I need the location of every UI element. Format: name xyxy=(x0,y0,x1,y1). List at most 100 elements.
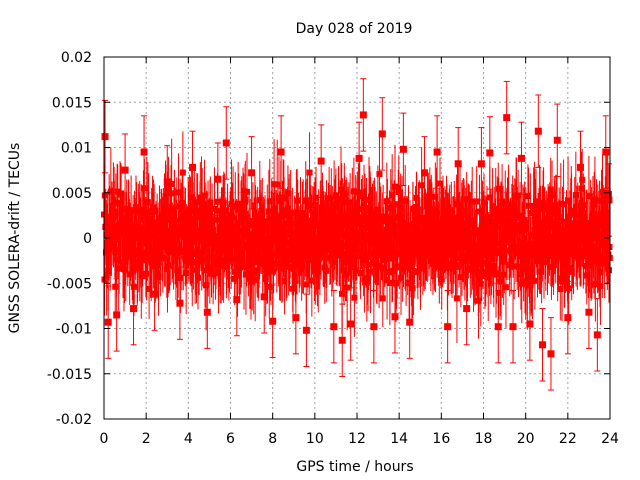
data-point xyxy=(308,247,315,254)
data-point xyxy=(121,166,129,174)
data-point xyxy=(528,266,535,273)
data-point xyxy=(317,157,325,165)
data-point xyxy=(483,259,490,266)
data-point xyxy=(186,229,193,236)
data-point xyxy=(334,252,341,259)
data-point xyxy=(475,297,482,304)
data-point xyxy=(110,197,117,204)
data-point xyxy=(293,256,300,263)
data-point xyxy=(355,189,362,196)
data-point xyxy=(376,171,383,178)
data-point xyxy=(547,186,554,193)
data-point xyxy=(159,254,166,261)
data-point xyxy=(568,210,575,217)
data-point xyxy=(602,148,610,156)
y-tick-label: 0.005 xyxy=(52,186,92,202)
data-point xyxy=(395,201,402,208)
data-point xyxy=(593,331,601,339)
data-point xyxy=(589,243,596,250)
data-point xyxy=(585,308,593,316)
data-point xyxy=(118,190,125,197)
data-point xyxy=(339,251,346,258)
data-point xyxy=(383,198,390,205)
data-point xyxy=(151,290,159,298)
data-point xyxy=(492,205,499,212)
data-point xyxy=(367,268,374,275)
data-point xyxy=(179,169,186,176)
data-point xyxy=(116,265,123,272)
data-point xyxy=(496,250,503,257)
data-point xyxy=(521,219,528,226)
data-point xyxy=(564,314,572,322)
x-tick-label: 16 xyxy=(432,431,450,447)
data-point xyxy=(275,194,282,201)
data-point xyxy=(323,254,330,261)
y-tick-label: -0.005 xyxy=(47,276,92,292)
data-point xyxy=(486,149,494,157)
data-point xyxy=(481,273,488,280)
x-tick-label: 22 xyxy=(559,431,577,447)
data-point xyxy=(150,219,157,226)
y-tick-label: 0 xyxy=(83,231,92,247)
y-axis-ticks: -0.02 -0.015 -0.01 -0.005 0 0.005 0.01 0.015 0.0… xyxy=(47,50,610,428)
data-point xyxy=(231,268,238,275)
data-point xyxy=(440,216,447,223)
data-point xyxy=(527,209,534,216)
data-point xyxy=(419,217,426,224)
data-point xyxy=(565,197,572,204)
data-point xyxy=(271,206,278,213)
data-point xyxy=(254,215,261,222)
data-point xyxy=(509,323,517,331)
data-point xyxy=(373,214,380,221)
data-point xyxy=(168,180,175,187)
data-point xyxy=(542,259,549,266)
data-point xyxy=(416,235,423,242)
data-point xyxy=(553,136,561,144)
data-point xyxy=(235,246,242,253)
data-point xyxy=(400,248,407,255)
data-point xyxy=(502,239,509,246)
data-point xyxy=(591,196,598,203)
data-point xyxy=(557,286,564,293)
data-point xyxy=(580,202,587,209)
data-point xyxy=(394,236,401,243)
data-point xyxy=(299,219,306,226)
data-point xyxy=(175,268,182,275)
data-point xyxy=(163,255,170,262)
data-point xyxy=(558,246,565,253)
data-point xyxy=(599,189,606,196)
data-point xyxy=(473,230,480,237)
data-point xyxy=(582,263,589,270)
data-point xyxy=(254,267,261,274)
data-point xyxy=(220,211,227,218)
data-point xyxy=(563,218,570,225)
data-point xyxy=(308,230,315,237)
data-point xyxy=(498,278,505,285)
data-point xyxy=(370,323,378,331)
data-point xyxy=(408,260,415,267)
data-point xyxy=(198,257,205,264)
data-point xyxy=(313,194,320,201)
data-point xyxy=(499,198,506,205)
data-point xyxy=(338,336,346,344)
data-point xyxy=(218,216,225,223)
data-point xyxy=(365,261,372,268)
data-point xyxy=(418,182,425,189)
data-point xyxy=(349,208,356,215)
x-tick-label: 2 xyxy=(142,431,151,447)
data-point xyxy=(274,217,281,224)
data-point xyxy=(583,219,590,226)
data-point xyxy=(605,267,612,274)
data-point xyxy=(502,200,509,207)
data-point xyxy=(389,192,396,199)
data-point xyxy=(311,223,318,230)
data-point xyxy=(351,294,358,301)
x-tick-label: 10 xyxy=(306,431,324,447)
data-point xyxy=(279,265,286,272)
data-point xyxy=(432,193,439,200)
data-point xyxy=(517,212,524,219)
data-point xyxy=(234,271,241,278)
data-point xyxy=(499,258,506,265)
data-point xyxy=(189,163,197,171)
